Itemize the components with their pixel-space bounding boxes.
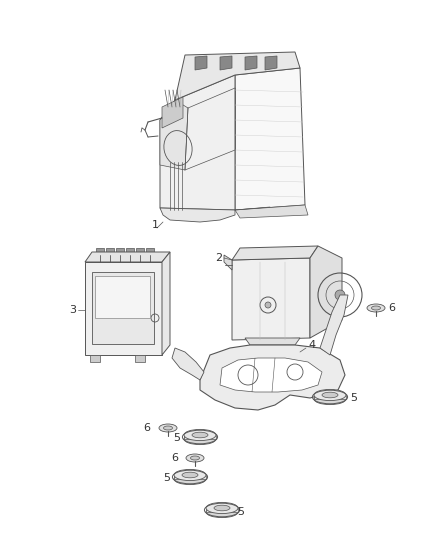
Polygon shape	[310, 246, 342, 338]
Text: 6: 6	[171, 453, 178, 463]
Polygon shape	[126, 248, 134, 255]
Polygon shape	[85, 262, 162, 355]
Polygon shape	[206, 508, 238, 512]
Polygon shape	[245, 56, 257, 70]
Polygon shape	[235, 68, 305, 210]
Ellipse shape	[367, 304, 385, 312]
Ellipse shape	[163, 426, 173, 430]
FancyBboxPatch shape	[95, 276, 150, 318]
Ellipse shape	[206, 506, 238, 518]
Polygon shape	[96, 248, 104, 255]
Polygon shape	[172, 348, 204, 380]
Polygon shape	[116, 248, 124, 255]
Polygon shape	[184, 435, 216, 439]
Ellipse shape	[192, 432, 208, 438]
Polygon shape	[146, 248, 154, 255]
Ellipse shape	[314, 393, 346, 405]
Polygon shape	[160, 208, 235, 222]
Polygon shape	[232, 258, 310, 340]
Ellipse shape	[174, 470, 206, 481]
Polygon shape	[162, 252, 170, 355]
Ellipse shape	[191, 456, 199, 460]
Circle shape	[265, 302, 271, 308]
Text: 6: 6	[143, 423, 150, 433]
Polygon shape	[135, 355, 145, 362]
Polygon shape	[245, 338, 300, 345]
Polygon shape	[265, 56, 277, 70]
Ellipse shape	[174, 473, 206, 484]
Text: 6: 6	[388, 303, 395, 313]
Polygon shape	[320, 295, 348, 355]
Text: 3: 3	[69, 305, 76, 315]
Polygon shape	[175, 52, 300, 100]
Polygon shape	[220, 358, 322, 392]
Polygon shape	[162, 97, 183, 128]
FancyBboxPatch shape	[92, 272, 154, 344]
Circle shape	[335, 290, 345, 300]
Polygon shape	[232, 246, 318, 260]
Text: 1: 1	[152, 220, 159, 230]
Polygon shape	[160, 100, 188, 170]
Polygon shape	[220, 56, 232, 70]
Text: 5: 5	[163, 473, 170, 483]
Polygon shape	[90, 355, 100, 362]
Ellipse shape	[186, 454, 204, 462]
Ellipse shape	[159, 424, 177, 432]
Text: 4: 4	[308, 340, 315, 350]
Polygon shape	[235, 205, 308, 218]
Ellipse shape	[184, 430, 216, 441]
Polygon shape	[136, 248, 144, 255]
Ellipse shape	[206, 503, 238, 514]
Text: 2: 2	[215, 253, 222, 263]
Ellipse shape	[322, 392, 338, 398]
Polygon shape	[160, 75, 235, 210]
Ellipse shape	[371, 306, 381, 310]
Text: 5: 5	[173, 433, 180, 443]
Polygon shape	[85, 252, 170, 262]
Polygon shape	[200, 345, 345, 410]
Polygon shape	[195, 56, 207, 70]
Ellipse shape	[314, 390, 346, 401]
Polygon shape	[314, 395, 346, 399]
Text: 5: 5	[350, 393, 357, 403]
Polygon shape	[174, 475, 206, 479]
Ellipse shape	[184, 433, 216, 445]
Ellipse shape	[214, 505, 230, 511]
Polygon shape	[224, 255, 232, 270]
Ellipse shape	[182, 472, 198, 478]
Text: 5: 5	[237, 507, 244, 517]
Polygon shape	[106, 248, 114, 255]
